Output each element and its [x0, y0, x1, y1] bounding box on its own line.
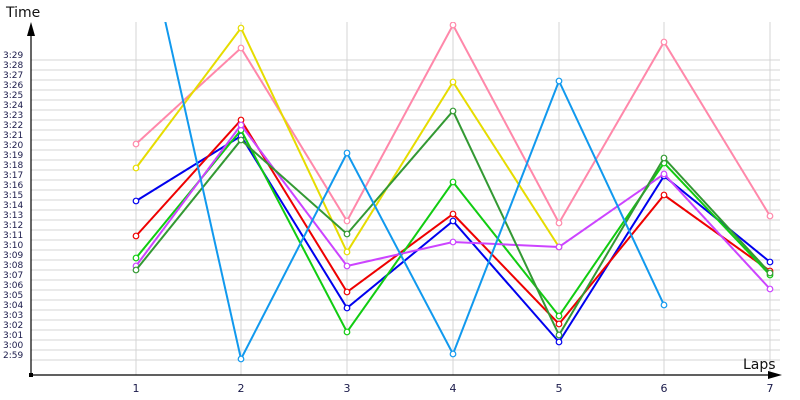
x-tick-label: 4: [450, 382, 457, 395]
data-point-marker: [132, 164, 140, 172]
x-tick-label: 6: [661, 382, 668, 395]
x-tick-label: 3: [344, 382, 351, 395]
data-point-marker: [449, 217, 457, 225]
data-point-marker: [132, 254, 140, 262]
y-tick-label: 2:59: [3, 351, 23, 361]
data-point-marker: [555, 77, 563, 85]
series-red: [132, 116, 774, 328]
data-point-marker: [449, 78, 457, 86]
data-point-marker: [555, 312, 563, 320]
series-magenta: [132, 121, 774, 293]
y-tick-label: 3:15: [3, 191, 23, 201]
data-point-marker: [343, 149, 351, 157]
data-point-marker: [660, 170, 668, 178]
data-point-marker: [237, 121, 245, 129]
y-tick-label: 3:26: [3, 81, 23, 91]
x-axis-arrow-icon: [768, 371, 782, 379]
y-tick-label: 3:16: [3, 181, 23, 191]
y-tick-label: 3:14: [3, 201, 23, 211]
data-point-marker: [766, 258, 774, 266]
data-point-marker: [660, 191, 668, 199]
data-point-marker: [343, 217, 351, 225]
y-tick-label: 3:10: [3, 241, 23, 251]
y-tick-label: 3:21: [3, 131, 23, 141]
y-tick-label: 3:01: [3, 331, 23, 341]
data-point-marker: [343, 248, 351, 256]
y-tick-label: 3:03: [3, 311, 23, 321]
data-point-marker: [449, 350, 457, 358]
data-point-marker: [766, 212, 774, 220]
series-line: [164, 22, 665, 362]
y-tick-label: 3:05: [3, 291, 23, 301]
axes: [27, 22, 782, 379]
data-point-marker: [766, 269, 774, 277]
data-point-marker: [449, 22, 457, 29]
y-tick-label: 3:00: [3, 341, 23, 351]
data-point-marker: [343, 304, 351, 312]
y-tick-label: 3:19: [3, 151, 23, 161]
y-axis-arrow-icon: [27, 22, 35, 36]
y-tick-label: 3:27: [3, 71, 23, 81]
x-tick-label: 7: [767, 382, 774, 395]
data-point-marker: [132, 232, 140, 240]
origin-marker: [29, 373, 33, 377]
y-tick-label: 3:17: [3, 171, 23, 181]
data-point-marker: [660, 154, 668, 162]
y-tick-label: 3:29: [3, 51, 23, 61]
y-tick-label: 3:20: [3, 141, 23, 151]
data-point-marker: [237, 44, 245, 52]
series-pink: [132, 22, 774, 227]
series-lines: [132, 22, 774, 363]
data-point-marker: [660, 301, 668, 309]
y-tick-label: 3:23: [3, 111, 23, 121]
y-axis-title: Time: [5, 5, 40, 21]
y-tick-label: 3:07: [3, 271, 23, 281]
series-cyan: [164, 22, 668, 363]
data-point-marker: [449, 210, 457, 218]
data-point-marker: [237, 24, 245, 32]
data-point-marker: [555, 243, 563, 251]
y-tick-label: 3:28: [3, 61, 23, 71]
y-tick-label: 3:09: [3, 251, 23, 261]
data-point-marker: [343, 262, 351, 270]
data-point-marker: [449, 107, 457, 115]
y-tick-label: 3:24: [3, 101, 23, 111]
data-point-marker: [132, 140, 140, 148]
y-tick-label: 3:11: [3, 231, 23, 241]
x-axis-tick-labels: 1 2 3 4 5 6 7: [133, 382, 774, 395]
y-tick-label: 3:02: [3, 321, 23, 331]
data-point-marker: [555, 338, 563, 346]
data-point-marker: [766, 285, 774, 293]
y-tick-label: 3:06: [3, 281, 23, 291]
data-point-marker: [555, 320, 563, 328]
y-axis-tick-labels: 3:293:283:273:263:253:243:233:223:213:20…: [3, 51, 23, 361]
data-point-marker: [237, 136, 245, 144]
y-tick-label: 3:08: [3, 261, 23, 271]
data-point-marker: [555, 219, 563, 227]
x-tick-label: 5: [556, 382, 563, 395]
y-tick-label: 3:12: [3, 221, 23, 231]
x-axis-title: Laps: [743, 357, 776, 373]
x-tick-label: 1: [133, 382, 140, 395]
y-tick-label: 3:13: [3, 211, 23, 221]
series-dark-green: [132, 107, 774, 339]
y-tick-label: 3:22: [3, 121, 23, 131]
data-point-marker: [555, 331, 563, 339]
data-point-marker: [449, 238, 457, 246]
data-point-marker: [343, 328, 351, 336]
data-point-marker: [343, 230, 351, 238]
data-point-marker: [660, 38, 668, 46]
data-point-marker: [132, 266, 140, 274]
y-tick-label: 3:04: [3, 301, 23, 311]
y-tick-label: 3:18: [3, 161, 23, 171]
data-point-marker: [343, 288, 351, 296]
y-tick-label: 3:25: [3, 91, 23, 101]
data-point-marker: [449, 178, 457, 186]
x-tick-label: 2: [238, 382, 245, 395]
data-point-marker: [237, 355, 245, 363]
data-point-marker: [132, 197, 140, 205]
